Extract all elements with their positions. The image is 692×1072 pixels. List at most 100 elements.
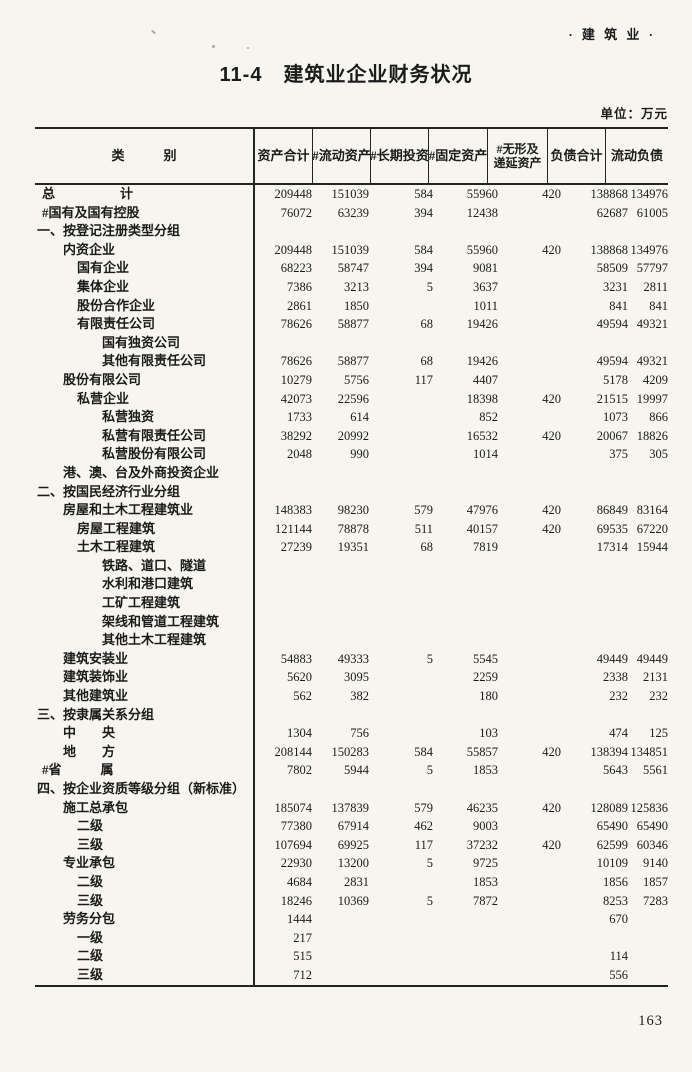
- row-value: 841: [649, 298, 668, 313]
- table-row: 有限责任公司 78626 58877 68 19426 49594 49321: [35, 315, 668, 334]
- table-row: 国有独资公司: [35, 333, 668, 353]
- row-value: 3213: [344, 279, 369, 294]
- row-value: [255, 464, 312, 483]
- row-value: 420: [542, 744, 561, 759]
- row-value: 7283: [643, 893, 668, 908]
- row-label: 专业承包: [35, 854, 255, 873]
- row-value: [628, 780, 668, 799]
- row-value: 2811: [643, 279, 668, 294]
- row-label: 股份有限公司: [35, 370, 255, 390]
- row-value: [369, 929, 433, 948]
- row-value: 584: [414, 242, 433, 257]
- row-value: 78626: [280, 317, 312, 332]
- row-label: 土木工程建筑: [35, 538, 255, 557]
- row-label: 股份合作企业: [35, 296, 255, 316]
- table-row: 铁路、道口、隧道: [35, 556, 668, 576]
- row-value: 2131: [643, 670, 668, 685]
- row-value: 5756: [344, 372, 369, 387]
- row-value: 2831: [344, 874, 369, 889]
- row-value: 8253: [603, 893, 628, 908]
- row-value: 562: [293, 689, 312, 704]
- row-value: [628, 557, 668, 576]
- row-value: [628, 966, 668, 985]
- row-label: 有限责任公司: [35, 315, 255, 334]
- row-value: 7872: [473, 893, 498, 908]
- row-value: 60346: [636, 837, 668, 852]
- row-value: [498, 929, 561, 948]
- row-value: 209448: [274, 187, 313, 201]
- row-value: 7802: [287, 763, 312, 778]
- row-value: [498, 538, 561, 557]
- row-value: [498, 278, 561, 297]
- row-value: 1444: [287, 912, 312, 927]
- row-value: 2338: [603, 670, 628, 685]
- table-row: 四、按企业资质等级分组（新标准）: [35, 780, 668, 799]
- row-value: [498, 315, 561, 334]
- row-label: 建筑装饰业: [35, 668, 255, 688]
- row-label: 二级: [35, 817, 255, 836]
- row-value: [369, 297, 433, 316]
- row-value: 78626: [280, 354, 312, 369]
- row-label: 三级: [35, 891, 255, 911]
- row-value: 15944: [636, 540, 668, 555]
- row-value: 107694: [274, 837, 313, 852]
- row-value: 556: [609, 967, 628, 982]
- row-value: 10109: [596, 856, 628, 871]
- row-value: 1014: [473, 447, 498, 462]
- row-value: 137839: [331, 800, 370, 815]
- row-value: [498, 259, 561, 278]
- row-value: 1073: [603, 410, 628, 425]
- row-value: 4684: [287, 874, 312, 889]
- row-value: [498, 334, 561, 353]
- row-value: 614: [350, 410, 369, 425]
- row-value: 150283: [331, 744, 370, 759]
- row-value: [312, 929, 369, 948]
- row-value: [498, 371, 561, 390]
- row-value: 68223: [280, 261, 312, 276]
- row-value: 9081: [473, 261, 498, 276]
- column-header-assets-total: 资产合计: [255, 129, 313, 183]
- row-value: 78878: [337, 521, 369, 536]
- row-value: [498, 613, 561, 632]
- row-value: 841: [609, 298, 628, 313]
- row-value: [498, 650, 561, 669]
- row-value: 420: [542, 837, 561, 852]
- table-row: 三、按隶属关系分组: [35, 705, 668, 725]
- row-label: 私营独资: [35, 408, 255, 427]
- row-value: [312, 947, 369, 966]
- row-label: 三级: [35, 965, 255, 985]
- row-value: 5: [426, 856, 433, 871]
- row-value: 65490: [596, 819, 628, 834]
- row-value: 185074: [274, 800, 313, 815]
- row-value: [498, 631, 561, 650]
- row-label: 二级: [35, 947, 255, 966]
- row-value: [312, 483, 369, 502]
- row-label: 房屋和土木工程建筑业: [35, 501, 255, 520]
- row-value: 68: [420, 540, 434, 555]
- row-label: 私营企业: [35, 389, 255, 409]
- row-label: #省 属: [35, 761, 255, 780]
- row-value: [498, 352, 561, 371]
- row-value: [433, 706, 498, 725]
- row-value: 9003: [473, 819, 498, 834]
- row-value: [255, 780, 312, 799]
- row-value: [628, 929, 668, 948]
- row-value: [561, 557, 628, 576]
- row-label: 三、按隶属关系分组: [35, 705, 255, 725]
- row-value: 1857: [643, 874, 668, 889]
- row-label: 一级: [35, 928, 255, 948]
- row-value: 62599: [596, 837, 628, 852]
- row-value: 54883: [280, 651, 312, 666]
- row-value: 12438: [466, 205, 498, 220]
- row-value: 58747: [337, 261, 369, 276]
- row-value: 57797: [636, 261, 668, 276]
- row-value: [628, 631, 668, 650]
- row-value: 61005: [636, 205, 668, 220]
- row-value: [628, 483, 668, 502]
- scan-speck: [247, 47, 249, 49]
- row-value: [433, 575, 498, 594]
- row-value: [498, 873, 561, 892]
- row-value: [561, 706, 628, 725]
- row-value: 5620: [287, 670, 312, 685]
- row-value: [628, 706, 668, 725]
